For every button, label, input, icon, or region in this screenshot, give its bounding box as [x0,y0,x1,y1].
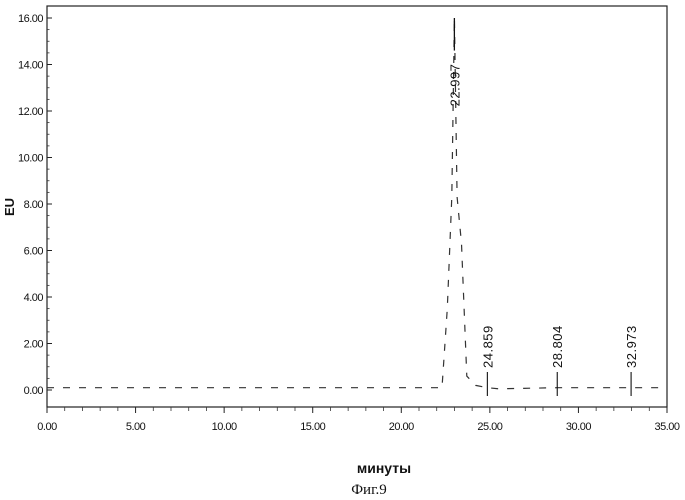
y-tick-label: 16.00 [18,13,43,25]
peak-labels: 22.997 24.859 28.804 32.973 [447,18,639,396]
y-tick-label: 12.00 [18,106,43,118]
plot-area-border [47,6,667,407]
x-axis-ticks: 0.00 5.00 10.00 15.00 20.00 25.00 30.00 35.00 [37,407,680,433]
x-tick-label: 5.00 [126,421,146,433]
figure-caption: Фиг.9 [351,482,387,498]
trace-group [47,18,667,389]
x-tick-label: 15.00 [300,421,325,433]
y-tick-label: 2.00 [24,339,44,351]
peak-label: 24.859 [480,325,495,368]
y-tick-label: 14.00 [18,60,43,72]
y-tick-label: 8.00 [24,199,44,211]
x-tick-label: 35.00 [654,421,679,433]
x-tick-label: 0.00 [37,421,57,433]
x-axis-label: минуты [357,460,411,476]
x-tick-label: 10.00 [212,421,237,433]
y-tick-label: 6.00 [24,246,44,258]
peak-label: 28.804 [550,325,565,368]
y-tick-label: 0.00 [24,385,44,397]
y-tick-label: 4.00 [24,292,44,304]
y-tick-label: 10.00 [18,153,43,165]
peak-label: 32.973 [624,325,639,368]
x-tick-label: 20.00 [389,421,414,433]
plot-frame [47,6,667,407]
x-tick-label: 30.00 [566,421,591,433]
data-trace [47,18,667,389]
y-axis-label: EU [2,198,17,216]
x-tick-label: 25.00 [477,421,502,433]
peak-label: 22.997 [447,64,462,107]
